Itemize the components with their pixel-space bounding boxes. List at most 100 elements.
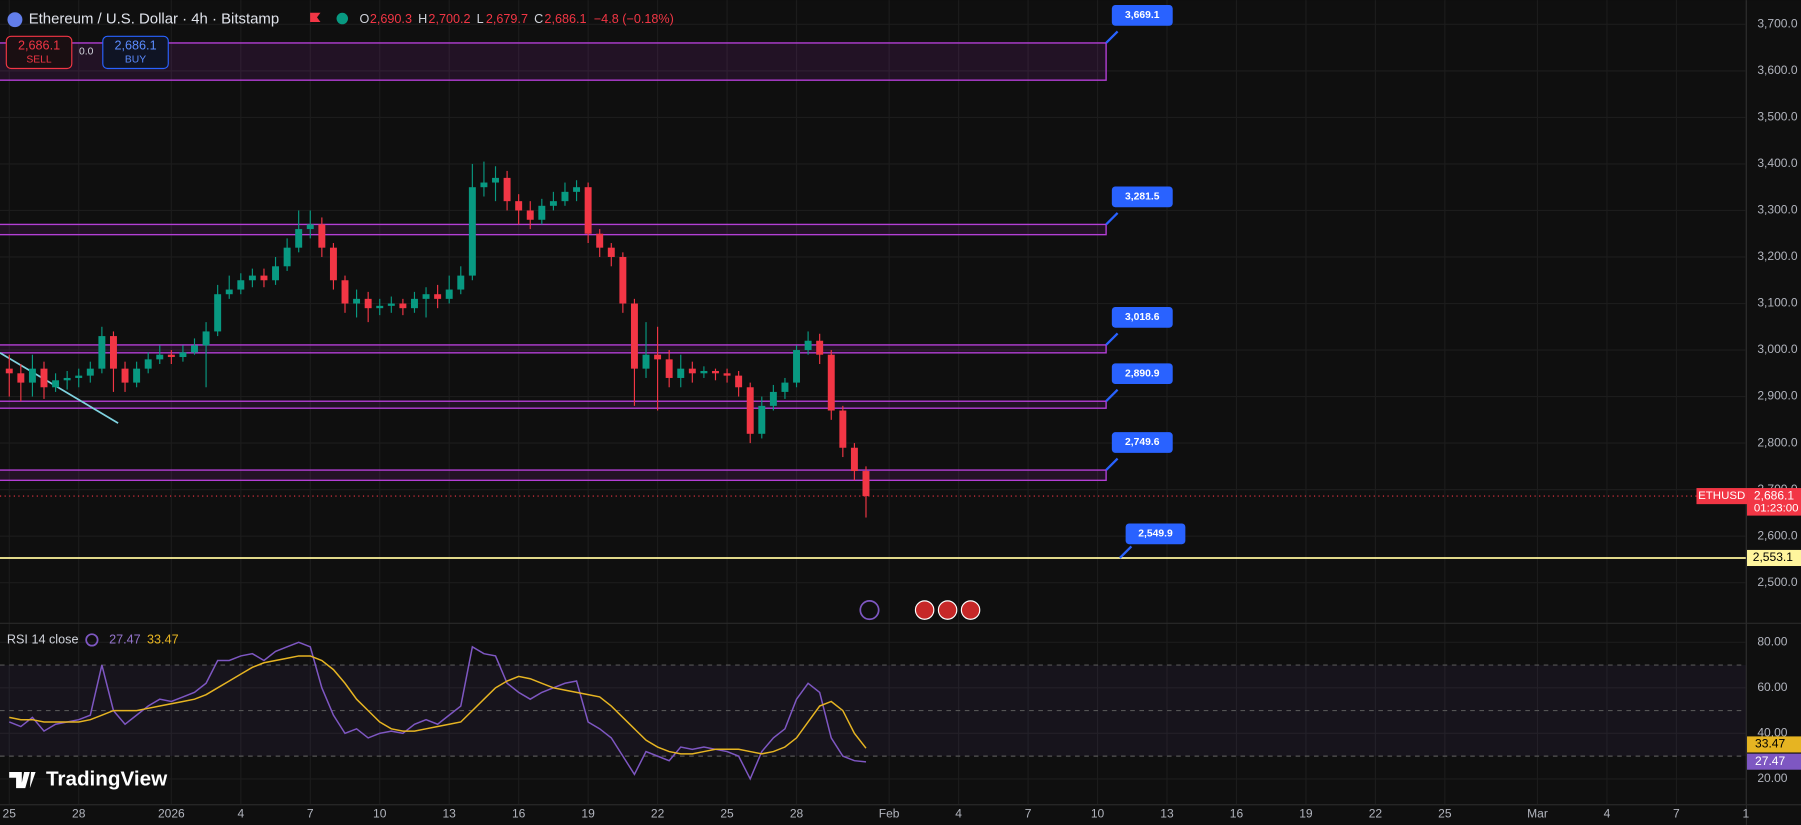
- x-tick-label: 19: [1299, 807, 1313, 821]
- buy-button[interactable]: [102, 35, 169, 70]
- axis-badge: [1747, 753, 1801, 770]
- callout-box: [1111, 186, 1173, 208]
- axis-badge-label: 2,553.1: [1753, 550, 1793, 564]
- x-tick-label: 7: [307, 807, 314, 821]
- ohlc-value: 2,700.2: [428, 12, 470, 26]
- symbol-title[interactable]: Ethereum / U.S. Dollar · 4h · Bitstamp: [29, 11, 279, 28]
- callout-box: [1125, 523, 1186, 545]
- candle-body: [515, 201, 523, 211]
- event-flag[interactable]: [937, 600, 958, 620]
- x-tick-label: 25: [1438, 807, 1452, 821]
- price-badge: [1747, 488, 1801, 516]
- callout-label: 3,281.5: [1125, 192, 1160, 203]
- candle-body: [746, 387, 754, 434]
- sell-label: SELL: [26, 55, 52, 66]
- candle-body: [5, 368, 13, 374]
- candle-body: [677, 368, 685, 378]
- ohlc-label: L: [477, 12, 484, 26]
- x-tick-label: 16: [1230, 807, 1244, 821]
- candle-body: [712, 370, 719, 374]
- candle-body: [804, 340, 812, 351]
- candle-body: [457, 275, 465, 290]
- candle-body: [630, 303, 638, 369]
- candle-body: [28, 368, 36, 383]
- axis-badge: [1747, 736, 1801, 753]
- ohlc-value: 2,679.7: [486, 12, 528, 26]
- callout-box: [1111, 307, 1173, 328]
- event-icon[interactable]: [859, 600, 880, 621]
- callout-connector: [1105, 388, 1119, 403]
- branding[interactable]: TradingView: [46, 768, 168, 791]
- candle-body: [839, 410, 847, 448]
- event-flag[interactable]: [914, 600, 935, 620]
- symbol-icon: [7, 12, 23, 28]
- candle-body: [86, 368, 94, 376]
- candle-body: [781, 382, 789, 392]
- zone: [0, 400, 1107, 409]
- candle-body: [318, 224, 326, 248]
- candle-body: [468, 187, 476, 276]
- y-tick-label: 80.00: [1757, 634, 1787, 648]
- x-tick-label: 22: [651, 807, 665, 821]
- zone: [0, 42, 1107, 81]
- candle-body: [850, 447, 858, 472]
- candle-body: [758, 405, 766, 434]
- candle-body: [109, 336, 117, 369]
- candle-body: [167, 354, 175, 358]
- candle-body: [52, 380, 60, 388]
- x-tick-label: 28: [72, 807, 86, 821]
- candle-body: [561, 191, 569, 202]
- candle-body: [237, 280, 245, 290]
- sell-button[interactable]: [5, 35, 73, 70]
- callout-connector: [1105, 212, 1119, 226]
- candle-body: [191, 345, 198, 353]
- x-tick-label: 13: [1160, 807, 1174, 821]
- candle-body: [214, 294, 222, 332]
- candle-body: [260, 275, 268, 281]
- status-dot: [336, 12, 349, 25]
- candle-body: [480, 182, 488, 188]
- ohlc-value: 2,690.3: [370, 12, 412, 26]
- ohlc-label: C: [534, 12, 543, 26]
- rsi-legend-value: 33.47: [147, 632, 179, 646]
- x-tick-label: 19: [581, 807, 595, 821]
- candle-body: [607, 247, 615, 257]
- callout-box: [1111, 5, 1173, 26]
- x-tick-label: 13: [442, 807, 456, 821]
- symbol-badge: [1696, 488, 1748, 505]
- candle-body: [445, 289, 453, 299]
- candle-body: [434, 294, 442, 299]
- candle-body: [75, 375, 83, 378]
- y-tick-label: 2,500.0: [1757, 575, 1797, 589]
- x-tick-label: 16: [512, 807, 526, 821]
- y-tick-label: 2,900.0: [1757, 389, 1797, 403]
- x-tick-label: 28: [790, 807, 804, 821]
- callout-box: [1111, 363, 1173, 384]
- event-flag[interactable]: [960, 600, 981, 620]
- rsi-title: RSI 14 close: [7, 632, 79, 646]
- flag-icon[interactable]: [310, 12, 321, 22]
- candle-body: [654, 354, 662, 360]
- axis-badge-label: 27.47: [1755, 754, 1785, 768]
- price-badge-label: 2,686.1: [1754, 488, 1794, 502]
- candle-body: [133, 368, 141, 383]
- rsi-icon[interactable]: [85, 633, 99, 647]
- candle-body: [364, 298, 372, 309]
- x-tick-label: 4: [1604, 807, 1611, 821]
- y-tick-label: 60.00: [1757, 680, 1787, 694]
- candle-body: [862, 471, 870, 497]
- callout-connector: [1105, 332, 1119, 346]
- y-tick-label: 3,000.0: [1757, 342, 1797, 356]
- candle-body: [225, 289, 233, 295]
- y-tick-label: 3,200.0: [1757, 249, 1797, 263]
- spread: 0.0: [79, 47, 94, 58]
- callout-box: [1111, 432, 1173, 453]
- candle-body: [688, 368, 696, 374]
- zone: [0, 223, 1107, 236]
- x-tick-label: 7: [1673, 807, 1680, 821]
- x-tick-label: 7: [1025, 807, 1032, 821]
- candle-body: [179, 352, 187, 358]
- x-tick-label: Feb: [879, 807, 900, 821]
